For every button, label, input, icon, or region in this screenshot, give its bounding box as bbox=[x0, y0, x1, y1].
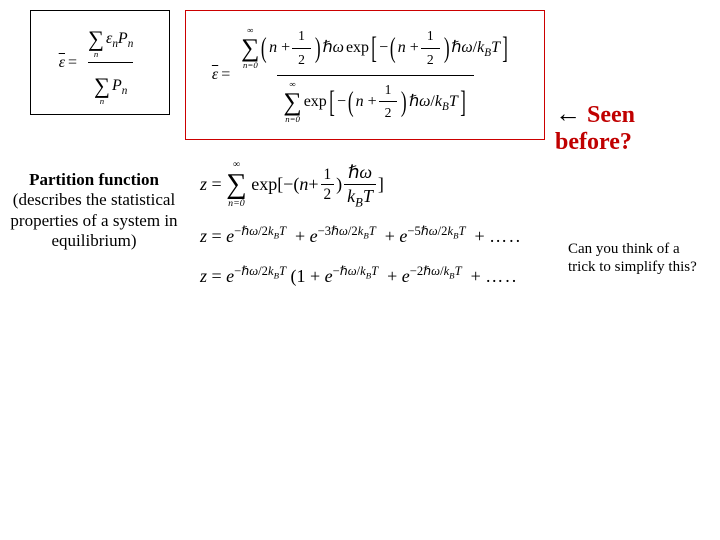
seen-text-2: before? bbox=[555, 129, 632, 155]
denominator-term: Pn bbox=[112, 76, 127, 96]
sum-numerator: ∑ n bbox=[88, 19, 104, 59]
sum-num: ∞ ∑ n=0 bbox=[241, 26, 259, 69]
z-equation-sum: z = ∞ ∑ n=0 exp[−(n + 12) ℏωkBT] bbox=[200, 160, 384, 209]
epsilon-bar-2: ε bbox=[212, 66, 218, 84]
main-fraction: ∞ ∑ n=0 ( n + 12 ) ℏω exp [ −(n + 12)ℏω/… bbox=[235, 22, 516, 129]
z-equation-factored: z = e−ℏω/2kBT (1 + e−ℏω/kBT + e−2ℏω/kBT … bbox=[200, 266, 518, 287]
equals-sign: = bbox=[68, 54, 77, 72]
trick-line2: trick to simplify this? bbox=[568, 259, 697, 275]
sum-denominator: ∑ n bbox=[94, 66, 110, 106]
partition-desc: (describes the statistical properties of… bbox=[10, 190, 177, 250]
fraction: ∑ n εnPn ∑ n Pn bbox=[82, 16, 139, 109]
partition-bold: Partition function bbox=[29, 170, 159, 189]
sum-den: ∞ ∑ n=0 bbox=[283, 80, 301, 123]
numerator-term: εnPn bbox=[106, 29, 133, 49]
avg-energy-expanded: ε = ∞ ∑ n=0 ( n + 12 ) ℏω exp [ −(n + 1 bbox=[212, 22, 518, 129]
seen-before-annotation: ← Seen before? bbox=[555, 100, 635, 155]
slide-canvas: ε = ∑ n εnPn ∑ n Pn bbox=[0, 0, 720, 540]
epsilon-bar: ε bbox=[59, 54, 65, 72]
partition-function-label: Partition function (describes the statis… bbox=[0, 170, 188, 252]
left-arrow-icon: ← bbox=[555, 99, 581, 128]
seen-text-1: Seen bbox=[581, 102, 635, 128]
z-equation-expanded: z = e−ℏω/2kBT + e−3ℏω/2kBT + e−5ℏω/2kBT … bbox=[200, 226, 522, 247]
avg-energy-expanded-box: ε = ∞ ∑ n=0 ( n + 12 ) ℏω exp [ −(n + 1 bbox=[185, 10, 545, 140]
trick-line1: Can you think of a bbox=[568, 241, 680, 257]
trick-annotation: Can you think of a trick to simplify thi… bbox=[568, 240, 697, 276]
avg-energy-definition-box: ε = ∑ n εnPn ∑ n Pn bbox=[30, 10, 170, 115]
equals-sign-2: = bbox=[221, 66, 230, 84]
avg-energy-definition: ε = ∑ n εnPn ∑ n Pn bbox=[59, 16, 142, 109]
